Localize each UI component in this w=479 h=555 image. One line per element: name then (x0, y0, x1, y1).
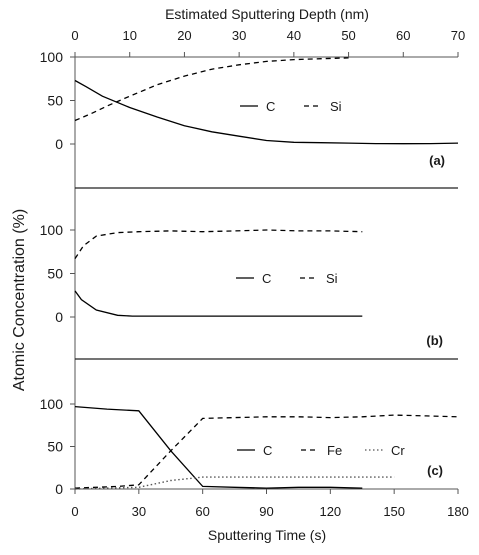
panel-3-x-tick-label: 30 (132, 504, 146, 519)
panel-1-x-tick-label: 0 (71, 28, 78, 43)
panel-1-label: (a) (429, 153, 445, 168)
panel-3-x-tick-label: 60 (195, 504, 209, 519)
panel-3-x-tick-label: 0 (71, 504, 78, 519)
panel-3-x-tick-label: 150 (383, 504, 405, 519)
panel-3-legend-c-label: C (263, 443, 272, 458)
panel-1-x-tick-label: 60 (396, 28, 410, 43)
panel-3-x-tick-label: 120 (319, 504, 341, 519)
panel-1-x-tick-label: 40 (287, 28, 301, 43)
panel-3-y-tick-label: 50 (47, 439, 63, 455)
panel-1-y-tick-label: 100 (40, 49, 64, 65)
panel-2-legend-si-label: Si (326, 271, 338, 286)
panel-2-y-tick-label: 100 (40, 222, 64, 238)
panel-2-legend-c-label: C (262, 271, 271, 286)
panel-3-legend-cr-label: Cr (391, 443, 405, 458)
panel-1-x-tick-label: 50 (341, 28, 355, 43)
top-axis-label: Estimated Sputtering Depth (nm) (165, 6, 369, 22)
panel-3-series-c-line (74, 405, 363, 489)
panel-2-label: (b) (426, 333, 443, 348)
y-axis-label: Atomic Concentration (%) (11, 209, 28, 391)
panel-3-legend-fe-label: Fe (327, 443, 342, 458)
panel-1-x-tick-label: 70 (451, 28, 465, 43)
panel-1-x-tick-label: 10 (122, 28, 136, 43)
panel-1-y-tick-label: 0 (55, 136, 63, 152)
panel-1-y-tick-label: 50 (47, 93, 63, 109)
panel-2-y-tick-label: 0 (55, 309, 63, 325)
panel-1-legend-c-label: C (266, 99, 275, 114)
panel-2-series-c-line (74, 290, 363, 317)
panel-1-x-tick-label: 30 (232, 28, 246, 43)
plot-layer: 0 50 100 0 10 20 30 40 50 60 70 C Si (a) 0 50 100 C Si (b) 0… (40, 28, 469, 519)
panel-3-y-tick-label: 100 (40, 396, 64, 412)
bottom-axis-label: Sputtering Time (s) (208, 527, 326, 543)
panel-3-series-fe-line (74, 414, 459, 489)
panel-3-series-cr-line (74, 476, 395, 490)
panel-1-legend-si-label: Si (330, 99, 342, 114)
panel-3-x-tick-label: 90 (259, 504, 273, 519)
panel-1-series-si-line (74, 57, 349, 122)
panel-3-label: (c) (427, 463, 443, 478)
panel-3-y-tick-label: 0 (55, 481, 63, 497)
panel-1-x-tick-label: 20 (177, 28, 191, 43)
panel-2-series-si-line (74, 229, 363, 260)
panel-3-x-tick-label: 180 (447, 504, 469, 519)
panel-2-y-tick-label: 50 (47, 266, 63, 282)
